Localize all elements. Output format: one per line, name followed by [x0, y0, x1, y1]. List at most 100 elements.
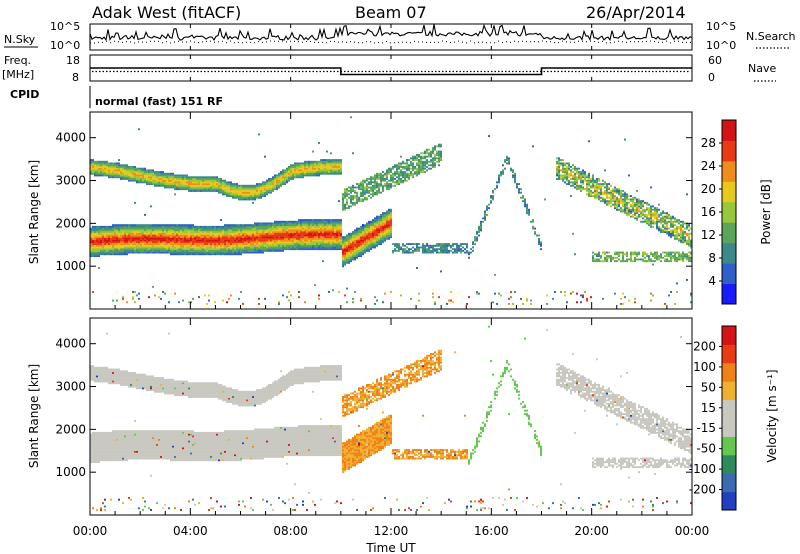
rti-cell: [166, 172, 168, 175]
rti-cell: [118, 225, 120, 228]
rti-cell: [156, 174, 158, 177]
rti-cell: [172, 249, 174, 252]
rti-cell: [176, 174, 178, 177]
rti-cell: [152, 174, 154, 177]
rti-cell: [352, 231, 354, 233]
rti-cell: [314, 243, 316, 245]
rti-cell: [356, 234, 358, 237]
rti-cell: [350, 200, 352, 203]
rti-cell: [264, 231, 266, 233]
rti-cell: [538, 234, 540, 237]
rti-cell: [238, 244, 240, 247]
rti-cell: [340, 166, 342, 168]
rti-cell: [428, 160, 430, 163]
rti-cell: [260, 249, 262, 252]
rti-cell: [236, 227, 238, 230]
rti-cell: [162, 181, 164, 184]
rti-cell: [296, 166, 298, 168]
rti-cell: [224, 183, 226, 185]
rti-cell: [208, 251, 210, 254]
rti-cell: [306, 219, 308, 221]
rti-cell: [186, 184, 188, 187]
rti-cell: [130, 176, 132, 179]
rti-cell: [106, 243, 108, 245]
rti-cell: [360, 244, 362, 247]
rti-cell: [362, 248, 364, 251]
rti-cell: [310, 219, 312, 221]
rti-cell: [296, 229, 298, 232]
rti-cell: [344, 237, 346, 240]
rti-cell: [224, 191, 226, 194]
rti-cell: [148, 231, 150, 233]
rti-cell: [388, 210, 390, 213]
rti-cell: [206, 234, 208, 237]
rti-cell: [152, 232, 154, 235]
rti-cell: [102, 251, 104, 254]
rti-cell: [312, 239, 314, 242]
rti-cell: [364, 234, 366, 237]
rti-cell: [138, 172, 140, 175]
rti-cell: [146, 234, 148, 237]
rti-cell: [338, 244, 340, 247]
rti-cell: [128, 231, 130, 233]
rti-cell: [502, 172, 504, 175]
rti-cell: [196, 241, 198, 244]
rti-cell: [292, 169, 294, 172]
rti-cell: [108, 241, 110, 244]
rti-cell: [248, 251, 250, 254]
rti-cell: [394, 172, 396, 175]
rti-cell: [278, 243, 280, 245]
rti-cell: [188, 301, 190, 304]
rti-cell: [108, 231, 110, 233]
rti-cell: [172, 181, 174, 184]
rti-cell: [378, 236, 380, 239]
rti-cell: [150, 183, 152, 185]
rti-cell: [524, 203, 526, 206]
rti-cell: [416, 248, 418, 251]
rti-cell: [268, 191, 270, 194]
rti-cell: [298, 176, 300, 179]
rti-cell: [206, 178, 208, 180]
rti-cell: [380, 213, 382, 216]
rti-cell: [266, 249, 268, 252]
rti-cell: [306, 174, 308, 177]
rti-cell: [296, 172, 298, 175]
rti-cell: [478, 234, 480, 237]
rti-cell: [372, 224, 374, 227]
rti-cell: [362, 227, 364, 230]
rti-cell: [362, 188, 364, 191]
rti-cell: [366, 178, 368, 180]
rti-cell: [100, 164, 102, 167]
rti-cell: [330, 236, 332, 239]
rti-cell: [356, 196, 358, 199]
rti-cell: [162, 291, 164, 293]
rti-cell: [130, 166, 132, 168]
rti-cell: [294, 176, 296, 179]
rti-cell: [500, 294, 502, 297]
rti-cell: [138, 229, 140, 232]
rti-cell: [564, 291, 566, 293]
rti-cell: [326, 172, 328, 175]
rti-cell: [126, 227, 128, 230]
rti-cell: [576, 292, 578, 295]
rti-cell: [564, 172, 566, 175]
rti-cell: [350, 253, 352, 256]
rti-cell: [204, 179, 206, 182]
rti-cell: [534, 231, 536, 233]
rti-cell: [198, 249, 200, 252]
rti-cell: [358, 243, 360, 245]
rti-cell: [322, 246, 324, 249]
rti-cell: [336, 159, 338, 161]
rti-cell: [260, 229, 262, 232]
rti-cell: [240, 237, 242, 240]
rti-cell: [410, 167, 412, 170]
rti-cell: [508, 162, 510, 165]
rti-cell: [218, 232, 220, 235]
rti-cell: [114, 232, 116, 235]
rti-cell: [408, 243, 410, 245]
rti-cell: [222, 191, 224, 194]
rti-cell: [186, 181, 188, 184]
rti-cell: [252, 198, 254, 201]
rti-cell: [478, 229, 480, 232]
rti-cell: [434, 154, 436, 156]
